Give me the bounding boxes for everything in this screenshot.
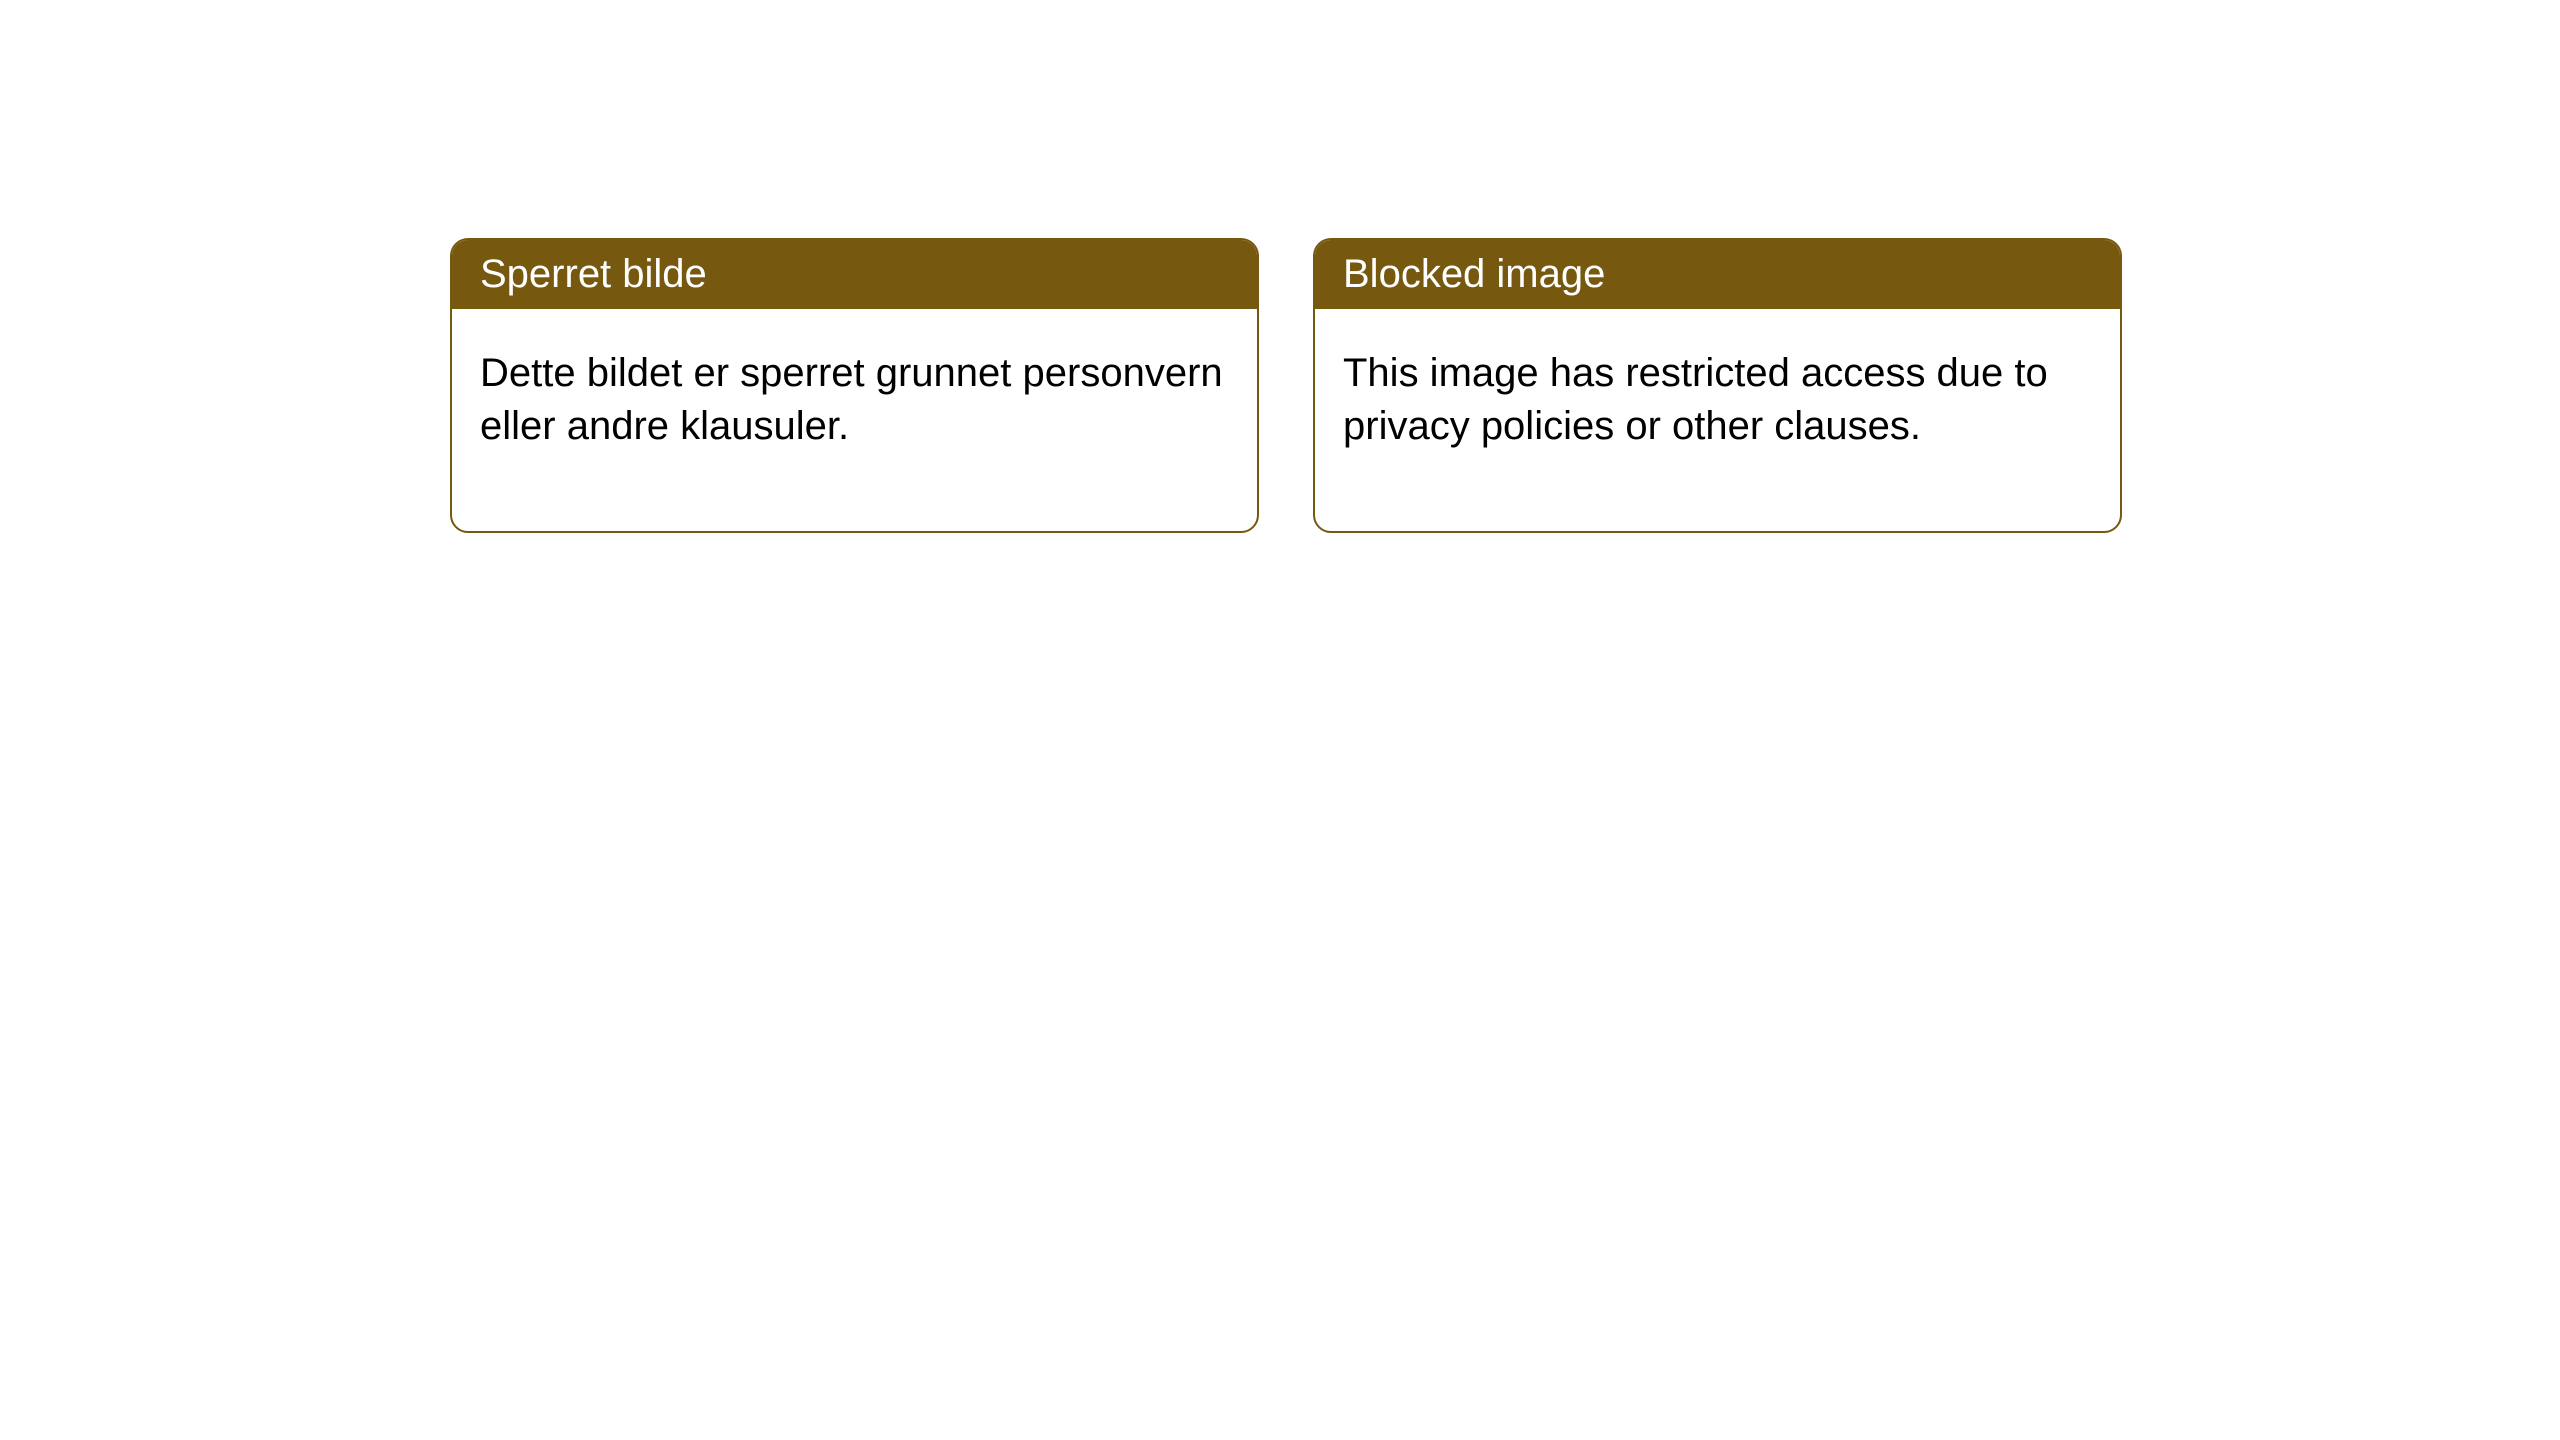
card-body: This image has restricted access due to … [1315,309,2120,531]
card-header: Blocked image [1315,240,2120,309]
card-title: Sperret bilde [480,252,707,296]
blocked-image-card-en: Blocked image This image has restricted … [1313,238,2122,533]
blocked-image-notice-container: Sperret bilde Dette bildet er sperret gr… [450,238,2122,533]
card-message: This image has restricted access due to … [1343,351,2048,448]
card-body: Dette bildet er sperret grunnet personve… [452,309,1257,531]
card-header: Sperret bilde [452,240,1257,309]
blocked-image-card-no: Sperret bilde Dette bildet er sperret gr… [450,238,1259,533]
card-title: Blocked image [1343,252,1605,296]
card-message: Dette bildet er sperret grunnet personve… [480,351,1223,448]
